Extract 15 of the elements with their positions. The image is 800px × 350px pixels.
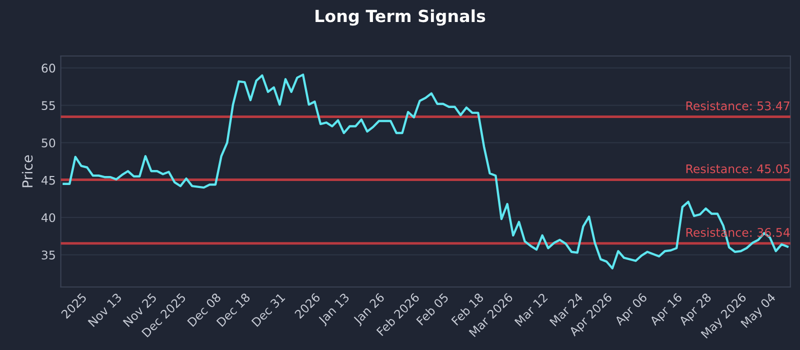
y-tick-label: 60 — [42, 64, 56, 73]
y-axis-title: Price — [22, 155, 33, 188]
x-tick-label: Dec 31 — [251, 292, 286, 327]
chart-title: Long Term Signals — [316, 9, 486, 26]
ref-line-label: Resistance: 45.05 — [686, 164, 790, 174]
ref-line-label: Resistance: 53.47 — [686, 101, 790, 110]
x-tick-label: Mar 12 — [514, 292, 548, 327]
x-tick-label: Nov 13 — [88, 292, 122, 328]
line-series — [62, 74, 789, 270]
y-tick-label: 45 — [41, 176, 55, 185]
x-tick-label: Apr 06 — [614, 292, 650, 328]
y-tick-label: 40 — [41, 213, 56, 222]
y-tick-label: 35 — [42, 250, 55, 260]
y-tick-label: 50 — [42, 138, 56, 148]
y-tick-label: 55 — [42, 101, 55, 110]
